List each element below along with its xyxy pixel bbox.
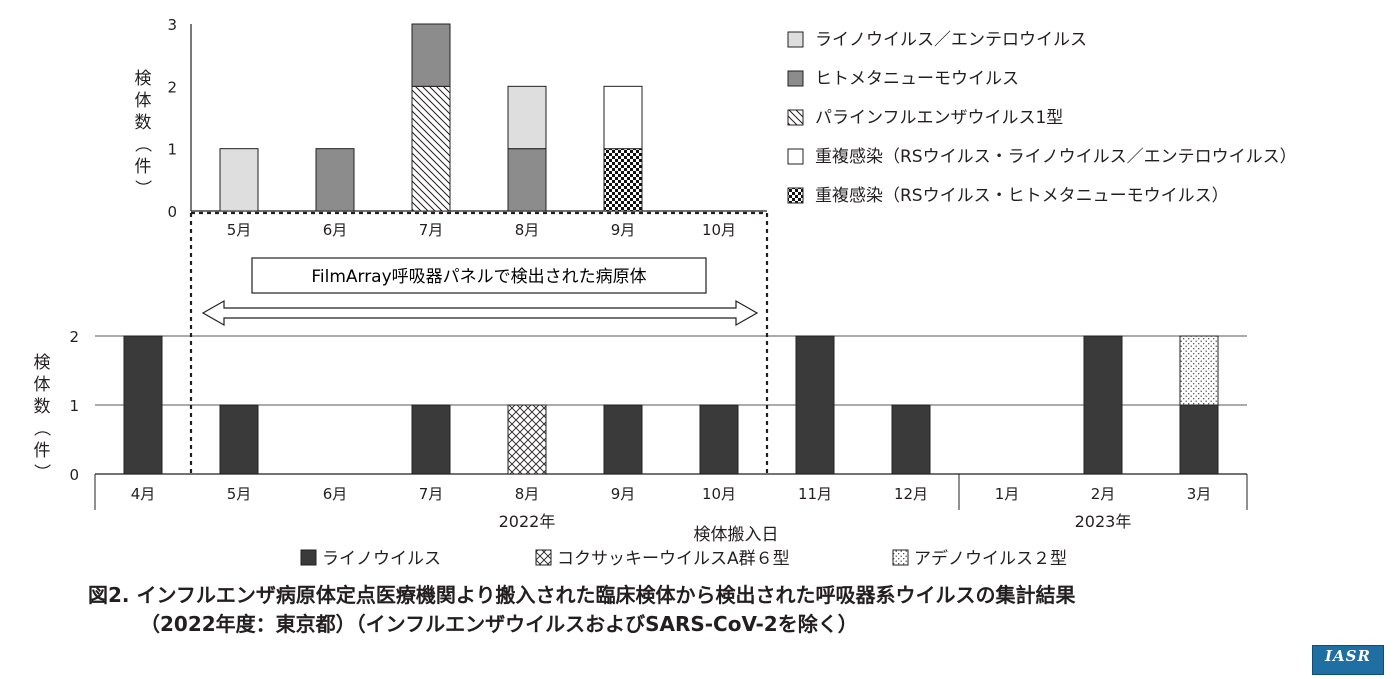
bottom-y-axis-label: 検体数 （ 件 ）: [31, 353, 51, 481]
top-y-axis-label-char: （: [132, 136, 152, 153]
filmarray-annotation: FilmArray呼吸器パネルで検出された病原体: [201, 257, 759, 327]
top-legend-label: 重複感染（RSウイルス・ヒトメタニューモウイルス）: [815, 186, 1229, 206]
top-y-axis-label-char: 件: [135, 157, 152, 177]
bottom-y-axis-label-char: （: [31, 420, 51, 437]
top-legend-label: ライノウイルス／エンテロウイルス: [815, 30, 1087, 50]
top-legend: ライノウイルス／エンテロウイルスヒトメタニューモウイルスパラインフルエンザウイル…: [787, 30, 1297, 206]
bottom-bar-segment: [603, 404, 643, 475]
top-bar-segment: [603, 85, 643, 150]
top-x-tick-label: 9月: [611, 221, 636, 239]
bottom-bar-segment: [1179, 335, 1219, 406]
bottom-x-tick-label: 1月: [995, 485, 1020, 503]
top-y-tick-label: 1: [167, 141, 177, 159]
top-legend-swatch: [787, 31, 804, 48]
iasr-logo: IASR: [1312, 645, 1384, 675]
year-label-2023: 2023年: [1075, 512, 1132, 531]
bottom-x-tick-label: 5月: [227, 485, 252, 503]
bottom-y-tick-label: 0: [69, 466, 79, 484]
top-bar-segment: [219, 148, 259, 212]
top-bar-segment: [507, 148, 547, 212]
top-chart: 0 1 2 3 検体数 （ 件 ） 5月 6月 7月 8月 9月 10月: [132, 16, 767, 239]
bottom-x-tick-label: 8月: [515, 485, 540, 503]
bottom-x-axis-label: 検体搬入日: [694, 525, 779, 545]
bottom-x-tick-label: 10月: [702, 485, 736, 503]
top-bar-segment: [315, 148, 355, 212]
figure-caption-line1: 図2. インフルエンザ病原体定点医療機関より搬入された臨床検体から検出された呼吸…: [88, 583, 1076, 607]
top-y-tick-label: 3: [167, 16, 177, 34]
top-x-tick-label: 8月: [515, 221, 540, 239]
double-arrow-icon: [201, 299, 759, 327]
top-legend-label: 重複感染（RSウイルス・ライノウイルス／エンテロウイルス）: [815, 147, 1297, 167]
top-bar-segment: [411, 23, 451, 87]
bottom-legend-swatch: [300, 549, 317, 566]
bottom-x-tick-label: 7月: [419, 485, 444, 503]
top-x-tick-label: 7月: [419, 221, 444, 239]
bottom-legend: ライノウイルス コクサッキーウイルスA群６型 アデノウイルス２型: [300, 548, 1067, 569]
bottom-bar-segment: [891, 404, 931, 475]
top-y-tick-label: 2: [167, 78, 177, 96]
top-y-axis-label-char: 体: [135, 91, 152, 111]
bottom-x-tick-label: 4月: [131, 485, 156, 503]
bottom-y-axis-label-char: 数: [34, 397, 51, 417]
bottom-x-tick-label: 11月: [798, 485, 832, 503]
top-y-tick-label: 0: [167, 203, 177, 221]
bottom-legend-swatch: [535, 549, 552, 566]
top-legend-label: ヒトメタニューモウイルス: [815, 69, 1019, 89]
bottom-bar-segment: [1179, 404, 1219, 475]
bottom-legend-label: コクサッキーウイルスA群６型: [557, 549, 790, 569]
filmarray-title-box: [251, 257, 707, 294]
top-legend-swatch: [787, 187, 804, 204]
bottom-y-axis-label-char: 体: [34, 375, 51, 395]
top-bar-segment: [603, 148, 643, 212]
top-legend-swatch: [787, 148, 804, 165]
bottom-bar-segment: [1083, 335, 1123, 475]
top-y-axis-label-char: 検: [135, 69, 152, 89]
iasr-logo-text: IASR: [1325, 647, 1371, 665]
figure-caption-line2: （2022年度：東京都）（インフルエンザウイルスおよびSARS-CoV-2を除く…: [140, 612, 858, 636]
filmarray-title: FilmArray呼吸器パネルで検出された病原体: [311, 267, 646, 287]
top-x-tick-label: 5月: [227, 221, 252, 239]
bottom-legend-swatch: [892, 549, 909, 566]
bottom-x-tick-label: 6月: [323, 485, 348, 503]
bottom-bar-segment: [795, 335, 835, 475]
year-label-2022: 2022年: [499, 512, 556, 531]
bottom-y-tick-label: 1: [69, 397, 79, 415]
dashed-frame: [189, 211, 769, 474]
bottom-bar-segment: [219, 404, 259, 475]
bottom-y-axis-label-char: 件: [34, 441, 51, 461]
top-legend-label: パラインフルエンザウイルス1型: [815, 108, 1063, 128]
top-y-axis-label-char: ）: [132, 180, 152, 197]
top-x-tick-label: 10月: [702, 221, 736, 239]
bottom-y-axis-label-char: ）: [31, 464, 51, 481]
top-y-axis-label: 検体数 （ 件 ）: [132, 69, 152, 197]
bottom-y-tick-label: 2: [69, 328, 79, 346]
bottom-x-tick-label: 2月: [1091, 485, 1116, 503]
top-bar-segment: [411, 85, 451, 212]
bottom-bar-segment: [123, 335, 163, 475]
top-x-tick-label: 6月: [323, 221, 348, 239]
top-y-axis-label-char: 数: [135, 113, 152, 133]
bottom-legend-label: ライノウイルス: [322, 549, 441, 569]
top-legend-swatch: [787, 70, 804, 87]
top-legend-swatch: [787, 109, 804, 126]
bottom-x-tick-label: 9月: [611, 485, 636, 503]
bottom-x-tick-label: 12月: [894, 485, 928, 503]
bottom-legend-label: アデノウイルス２型: [914, 548, 1067, 569]
top-bar-segment: [507, 85, 547, 150]
bottom-x-tick-label: 3月: [1187, 485, 1212, 503]
bottom-y-axis-label-char: 検: [34, 353, 51, 373]
bottom-bar-segment: [411, 404, 451, 475]
bottom-bar-segment: [699, 404, 739, 475]
bottom-bar-segment: [507, 404, 547, 475]
